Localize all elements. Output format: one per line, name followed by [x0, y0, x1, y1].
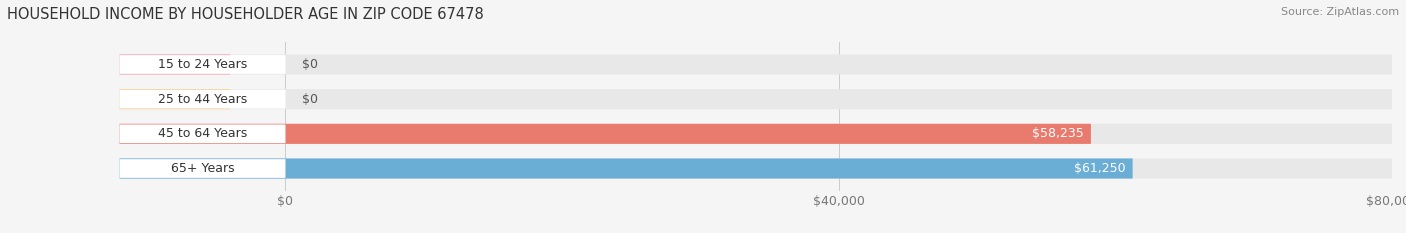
FancyBboxPatch shape	[120, 124, 1091, 144]
Text: 15 to 24 Years: 15 to 24 Years	[157, 58, 247, 71]
Text: Source: ZipAtlas.com: Source: ZipAtlas.com	[1281, 7, 1399, 17]
FancyBboxPatch shape	[120, 55, 231, 75]
FancyBboxPatch shape	[120, 90, 285, 109]
FancyBboxPatch shape	[120, 158, 1392, 178]
Text: $0: $0	[302, 93, 318, 106]
FancyBboxPatch shape	[120, 55, 285, 74]
FancyBboxPatch shape	[120, 159, 285, 178]
Text: $0: $0	[302, 58, 318, 71]
Text: $61,250: $61,250	[1074, 162, 1126, 175]
FancyBboxPatch shape	[120, 158, 1133, 178]
Text: 25 to 44 Years: 25 to 44 Years	[157, 93, 247, 106]
Text: 65+ Years: 65+ Years	[170, 162, 235, 175]
Text: $58,235: $58,235	[1032, 127, 1084, 140]
FancyBboxPatch shape	[120, 89, 1392, 109]
FancyBboxPatch shape	[120, 124, 285, 143]
FancyBboxPatch shape	[120, 55, 1392, 75]
FancyBboxPatch shape	[120, 89, 231, 109]
Text: HOUSEHOLD INCOME BY HOUSEHOLDER AGE IN ZIP CODE 67478: HOUSEHOLD INCOME BY HOUSEHOLDER AGE IN Z…	[7, 7, 484, 22]
Text: 45 to 64 Years: 45 to 64 Years	[157, 127, 247, 140]
FancyBboxPatch shape	[120, 124, 1392, 144]
